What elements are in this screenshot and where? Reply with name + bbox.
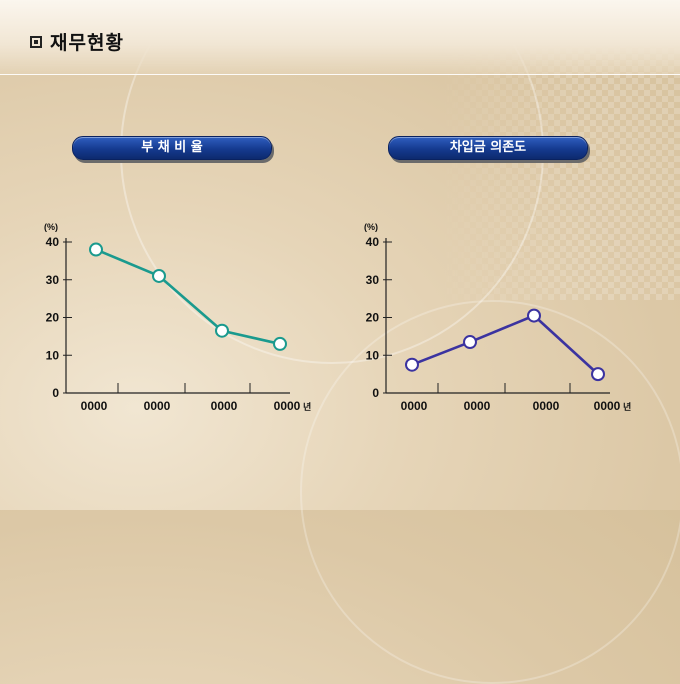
y-axis-unit-label: (%) (44, 222, 58, 232)
data-point (89, 242, 103, 257)
data-point (405, 357, 419, 372)
y-tick-label: 10 (46, 348, 60, 362)
y-tick-label: 30 (46, 273, 60, 287)
page-title: 재무현황 (50, 32, 124, 54)
header-band (0, 0, 680, 75)
data-point (591, 367, 605, 382)
y-axis-unit-label: (%) (364, 222, 378, 232)
x-tick-label: 0000 (594, 399, 621, 413)
y-tick-label: 20 (46, 311, 60, 325)
chart-title-borrowing-dependency: 차입금 의존도 (388, 136, 588, 160)
data-point (215, 323, 229, 338)
x-tick-label: 0000 (81, 399, 108, 413)
data-point (152, 268, 166, 283)
y-tick-label: 0 (372, 386, 379, 400)
x-axis-unit-label: 년 (623, 401, 631, 412)
x-tick-label: 0000 (274, 399, 301, 413)
page-header: 재무현황 (30, 28, 124, 55)
x-tick-label: 0000 (464, 399, 491, 413)
x-axis-unit-label: 년 (303, 401, 311, 412)
square-bullet-icon (30, 35, 42, 48)
chart-title-debt-ratio: 부 채 비 율 (72, 136, 272, 160)
series-line (411, 314, 599, 376)
y-tick-label: 0 (52, 386, 59, 400)
y-tick-label: 20 (366, 311, 380, 325)
x-tick-label: 0000 (401, 399, 428, 413)
y-tick-label: 30 (366, 273, 380, 287)
y-tick-label: 40 (366, 235, 380, 249)
y-tick-label: 40 (46, 235, 60, 249)
x-tick-label: 0000 (211, 399, 238, 413)
y-tick-label: 10 (366, 348, 380, 362)
series-line (95, 248, 281, 346)
x-tick-label: 0000 (533, 399, 560, 413)
data-point (527, 308, 541, 323)
data-point (273, 336, 287, 351)
data-point (463, 335, 477, 350)
x-tick-label: 0000 (144, 399, 171, 413)
